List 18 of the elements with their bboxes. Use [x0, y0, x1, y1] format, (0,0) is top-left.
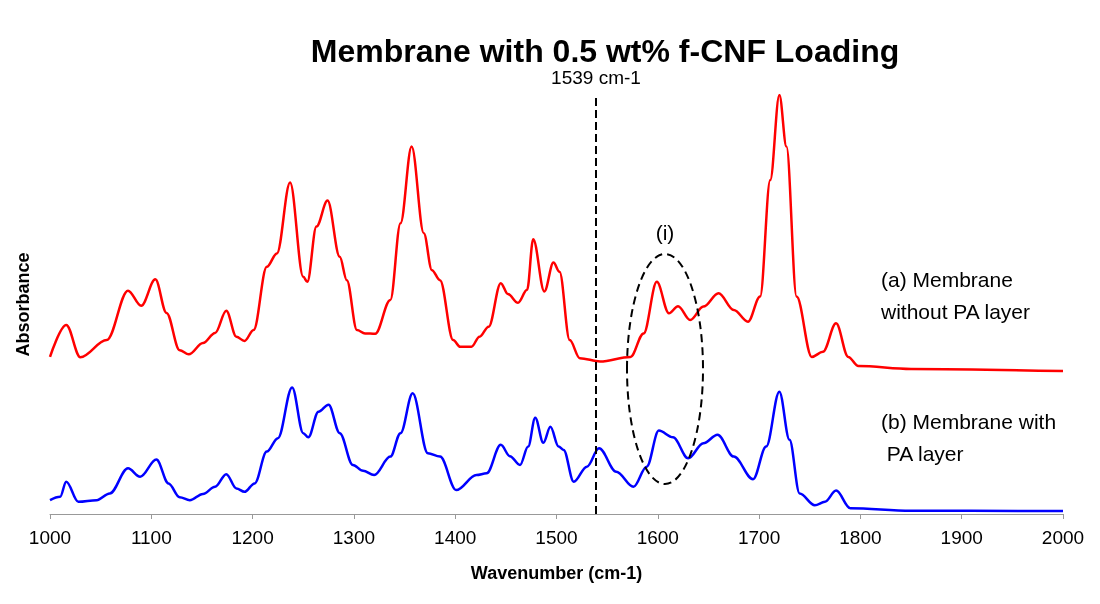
- chart-title: Membrane with 0.5 wt% f-CNF Loading: [310, 33, 900, 69]
- x-tick-label: 1500: [535, 527, 578, 548]
- x-tick-label: 1000: [28, 527, 72, 548]
- annotation: (i): [655, 220, 675, 244]
- x-tick-label: 1700: [737, 527, 781, 548]
- text: (a) Membrane without PA layer: [880, 267, 1031, 323]
- x-axis-title: Wavenumber (cm-1): [470, 563, 643, 583]
- x-tick-label: 1200: [231, 527, 274, 548]
- x-tick-label: 1600: [636, 527, 679, 548]
- text: (b) Membrane with PA layer: [881, 409, 1057, 465]
- x-tick-label: 1100: [130, 527, 172, 548]
- x-tick-label: 2000: [1041, 527, 1085, 548]
- x-tick-label: 1900: [940, 527, 983, 548]
- x-tick-label: 1800: [839, 527, 882, 548]
- x-tick-label: 1300: [332, 527, 376, 548]
- x-tick-label: 1400: [434, 527, 477, 548]
- y-axis-title: Absorbance: [13, 252, 33, 357]
- ref-line-label: 1539 cm-1: [551, 67, 641, 88]
